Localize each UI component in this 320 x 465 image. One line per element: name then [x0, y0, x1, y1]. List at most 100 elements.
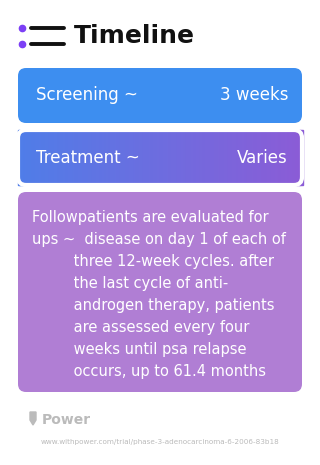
Bar [235, 130, 237, 185]
Bar [298, 130, 300, 185]
Bar [205, 130, 207, 185]
Bar [279, 130, 281, 185]
Bar [237, 130, 239, 185]
Bar [193, 130, 195, 185]
Bar [197, 130, 199, 185]
Bar [144, 130, 146, 185]
Bar [191, 130, 193, 185]
FancyBboxPatch shape [18, 68, 302, 123]
Bar [41, 130, 43, 185]
Bar [44, 130, 45, 185]
Bar [222, 130, 224, 185]
Bar [293, 130, 295, 185]
Bar [156, 130, 158, 185]
Bar [244, 130, 246, 185]
Bar [210, 130, 212, 185]
Bar [68, 130, 70, 185]
Bar [291, 130, 292, 185]
Bar [160, 130, 162, 185]
Bar [123, 130, 125, 185]
Bar [20, 130, 21, 185]
Polygon shape [30, 412, 36, 425]
Bar [102, 130, 104, 185]
Bar [281, 130, 283, 185]
Bar [126, 130, 128, 185]
Text: Varies: Varies [237, 148, 288, 166]
Bar [62, 130, 64, 185]
Text: the last cycle of anti-: the last cycle of anti- [32, 276, 228, 291]
Bar [153, 130, 155, 185]
Bar [96, 130, 98, 185]
Bar [269, 130, 271, 185]
Bar [81, 130, 83, 185]
Bar [150, 130, 152, 185]
Bar [134, 130, 136, 185]
Bar [262, 130, 264, 185]
Bar [234, 130, 236, 185]
Bar [140, 130, 142, 185]
Bar [242, 130, 244, 185]
Bar [132, 130, 133, 185]
Bar [99, 130, 101, 185]
Bar [267, 130, 268, 185]
Bar [34, 130, 36, 185]
Bar [173, 130, 175, 185]
Bar [300, 130, 302, 185]
Bar [136, 130, 138, 185]
Bar [177, 130, 179, 185]
Bar [278, 130, 280, 185]
Bar [295, 130, 297, 185]
Bar [35, 130, 37, 185]
Bar [194, 130, 196, 185]
Bar [52, 130, 54, 185]
Bar [275, 130, 277, 185]
Bar [106, 130, 108, 185]
Bar [82, 130, 84, 185]
Bar [18, 130, 20, 185]
Bar [36, 130, 38, 185]
Bar [251, 130, 253, 185]
Bar [250, 130, 252, 185]
Bar [139, 130, 140, 185]
Text: Power: Power [42, 413, 91, 427]
Bar [141, 130, 143, 185]
Bar [296, 130, 298, 185]
FancyBboxPatch shape [18, 192, 302, 392]
Bar [95, 130, 97, 185]
Bar [48, 130, 50, 185]
Bar [73, 130, 75, 185]
Bar [127, 130, 129, 185]
Bar [72, 130, 74, 185]
Bar [174, 130, 176, 185]
Bar [208, 130, 210, 185]
Bar [163, 130, 165, 185]
Bar [176, 130, 178, 185]
Bar [76, 130, 78, 185]
Bar [274, 130, 276, 185]
Bar [181, 130, 183, 185]
Bar [105, 130, 107, 185]
Bar [179, 130, 180, 185]
Bar [204, 130, 206, 185]
Bar [85, 130, 87, 185]
Bar [285, 130, 287, 185]
Bar [186, 130, 188, 185]
Bar [271, 130, 273, 185]
Bar [190, 130, 192, 185]
Bar [188, 130, 190, 185]
Bar [284, 130, 285, 185]
Bar [214, 130, 216, 185]
Bar [78, 130, 80, 185]
Bar [247, 130, 249, 185]
Bar [39, 130, 41, 185]
Bar [45, 130, 47, 185]
Bar [112, 130, 114, 185]
Bar [119, 130, 121, 185]
Bar [137, 130, 139, 185]
Bar [184, 130, 186, 185]
Text: Treatment ~: Treatment ~ [36, 148, 140, 166]
Bar [258, 130, 260, 185]
Bar [207, 130, 209, 185]
Bar [70, 130, 72, 185]
Bar [28, 130, 30, 185]
